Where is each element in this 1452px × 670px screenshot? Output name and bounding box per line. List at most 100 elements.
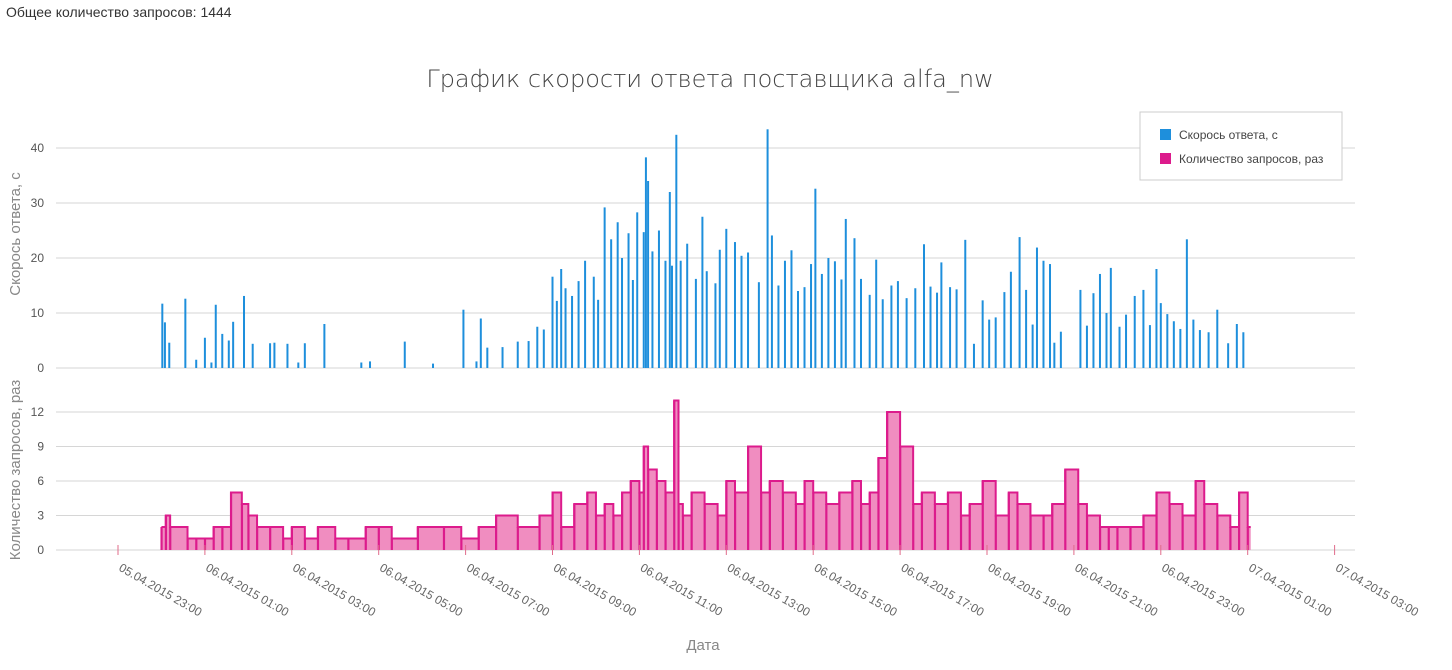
speed-bar [168, 342, 171, 368]
speed-bar [184, 298, 187, 368]
requests-spike [560, 527, 563, 550]
speed-bar [603, 207, 606, 368]
requests-spike [703, 504, 706, 550]
speed-bar [610, 239, 613, 368]
requests-spike [1216, 515, 1219, 550]
requests-spike [1238, 492, 1241, 550]
speed-bar [163, 322, 166, 368]
requests-spike [760, 492, 763, 550]
legend-label-speed: Скорось ответа, с [1179, 128, 1278, 142]
requests-spike [946, 492, 950, 550]
requests-spike [594, 515, 598, 550]
requests-spike [1142, 515, 1145, 550]
speed-bar [360, 362, 363, 368]
speed-bar [820, 273, 823, 368]
y-tick-label: 0 [37, 543, 44, 557]
requests-spike [1007, 492, 1010, 550]
requests-spike [247, 515, 250, 550]
speed-bar [323, 324, 326, 368]
y-tick-label: 40 [31, 141, 45, 155]
requests-spike [664, 492, 667, 550]
speed-bar [560, 269, 563, 368]
requests-spike [981, 481, 984, 550]
speed-bar [840, 279, 843, 368]
x-tick-label: 06.04.2015 15:00 [812, 560, 900, 619]
requests-spike [886, 412, 889, 550]
requests-spike [642, 446, 645, 550]
speed-bar [647, 181, 650, 368]
x-tick-label: 06.04.2015 13:00 [725, 560, 813, 619]
requests-spike [868, 492, 871, 550]
speed-bar [1198, 330, 1201, 368]
speed-bar [1159, 303, 1162, 368]
legend-box [1139, 111, 1343, 181]
requests-spike [269, 527, 272, 550]
speed-bar [286, 343, 289, 368]
x-tick-label: 06.04.2015 05:00 [377, 560, 465, 619]
speed-bar [914, 288, 917, 368]
y-tick-label: 0 [37, 361, 44, 375]
requests-spike [221, 527, 224, 550]
speed-bar [922, 244, 925, 368]
speed-bar [1079, 289, 1082, 368]
speed-bar [1148, 325, 1151, 368]
speed-bar [1179, 328, 1182, 368]
speed-bar [740, 255, 743, 368]
speed-bar [403, 341, 406, 368]
requests-spike [877, 458, 880, 550]
requests-spike [655, 481, 658, 550]
speed-bar [844, 218, 847, 368]
speed-bar [955, 289, 958, 368]
y-tick-label: 12 [31, 405, 45, 419]
speed-bar [896, 281, 899, 368]
speed-bar [1035, 247, 1038, 368]
requests-spike [851, 481, 854, 550]
speed-bar [1133, 295, 1136, 368]
speed-bar [1049, 264, 1052, 368]
speed-bar [905, 298, 908, 368]
x-tick-label: 07.04.2015 03:00 [1333, 560, 1421, 619]
requests-spike [681, 515, 685, 550]
requests-spike [1077, 504, 1080, 550]
requests-spike [573, 504, 576, 550]
requests-spike [256, 527, 259, 550]
requests-spike [794, 504, 798, 550]
speed-bar [1085, 325, 1088, 368]
speed-bar [1118, 326, 1121, 368]
requests-spike [1085, 515, 1089, 550]
speed-bar [890, 285, 893, 368]
x-tick-label: 06.04.2015 11:00 [638, 560, 725, 619]
speed-bar [766, 129, 769, 368]
y-tick-label: 10 [31, 306, 45, 320]
speed-bar [651, 251, 654, 368]
speed-bar [733, 242, 736, 368]
requests-spike [912, 504, 915, 550]
speed-bar [536, 326, 539, 368]
legend-swatch-speed [1160, 129, 1171, 140]
speed-bar [868, 294, 871, 368]
speed-bar [657, 230, 660, 368]
speed-bar [1125, 314, 1128, 368]
speed-bar [981, 300, 984, 368]
speed-bar [475, 361, 478, 368]
speed-bar [1172, 321, 1175, 368]
legend: Скорось ответа, с Количество запросов, р… [1139, 111, 1343, 181]
speed-bar [1059, 331, 1062, 368]
speed-bar [949, 287, 952, 368]
speed-bar [1216, 309, 1219, 368]
requests-spike [920, 492, 924, 550]
speed-bar [964, 239, 967, 368]
speed-bar [694, 278, 697, 368]
requests-spike [160, 527, 163, 550]
speed-bar [1155, 269, 1158, 368]
requests-spike [690, 492, 693, 550]
requests-spike [621, 492, 624, 550]
speed-bar [1227, 343, 1230, 368]
x-tick-label: 06.04.2015 23:00 [1159, 560, 1247, 619]
speed-bar [616, 222, 619, 368]
requests-spike [1181, 515, 1184, 550]
speed-bar [803, 287, 806, 368]
requests-spike [460, 538, 463, 550]
